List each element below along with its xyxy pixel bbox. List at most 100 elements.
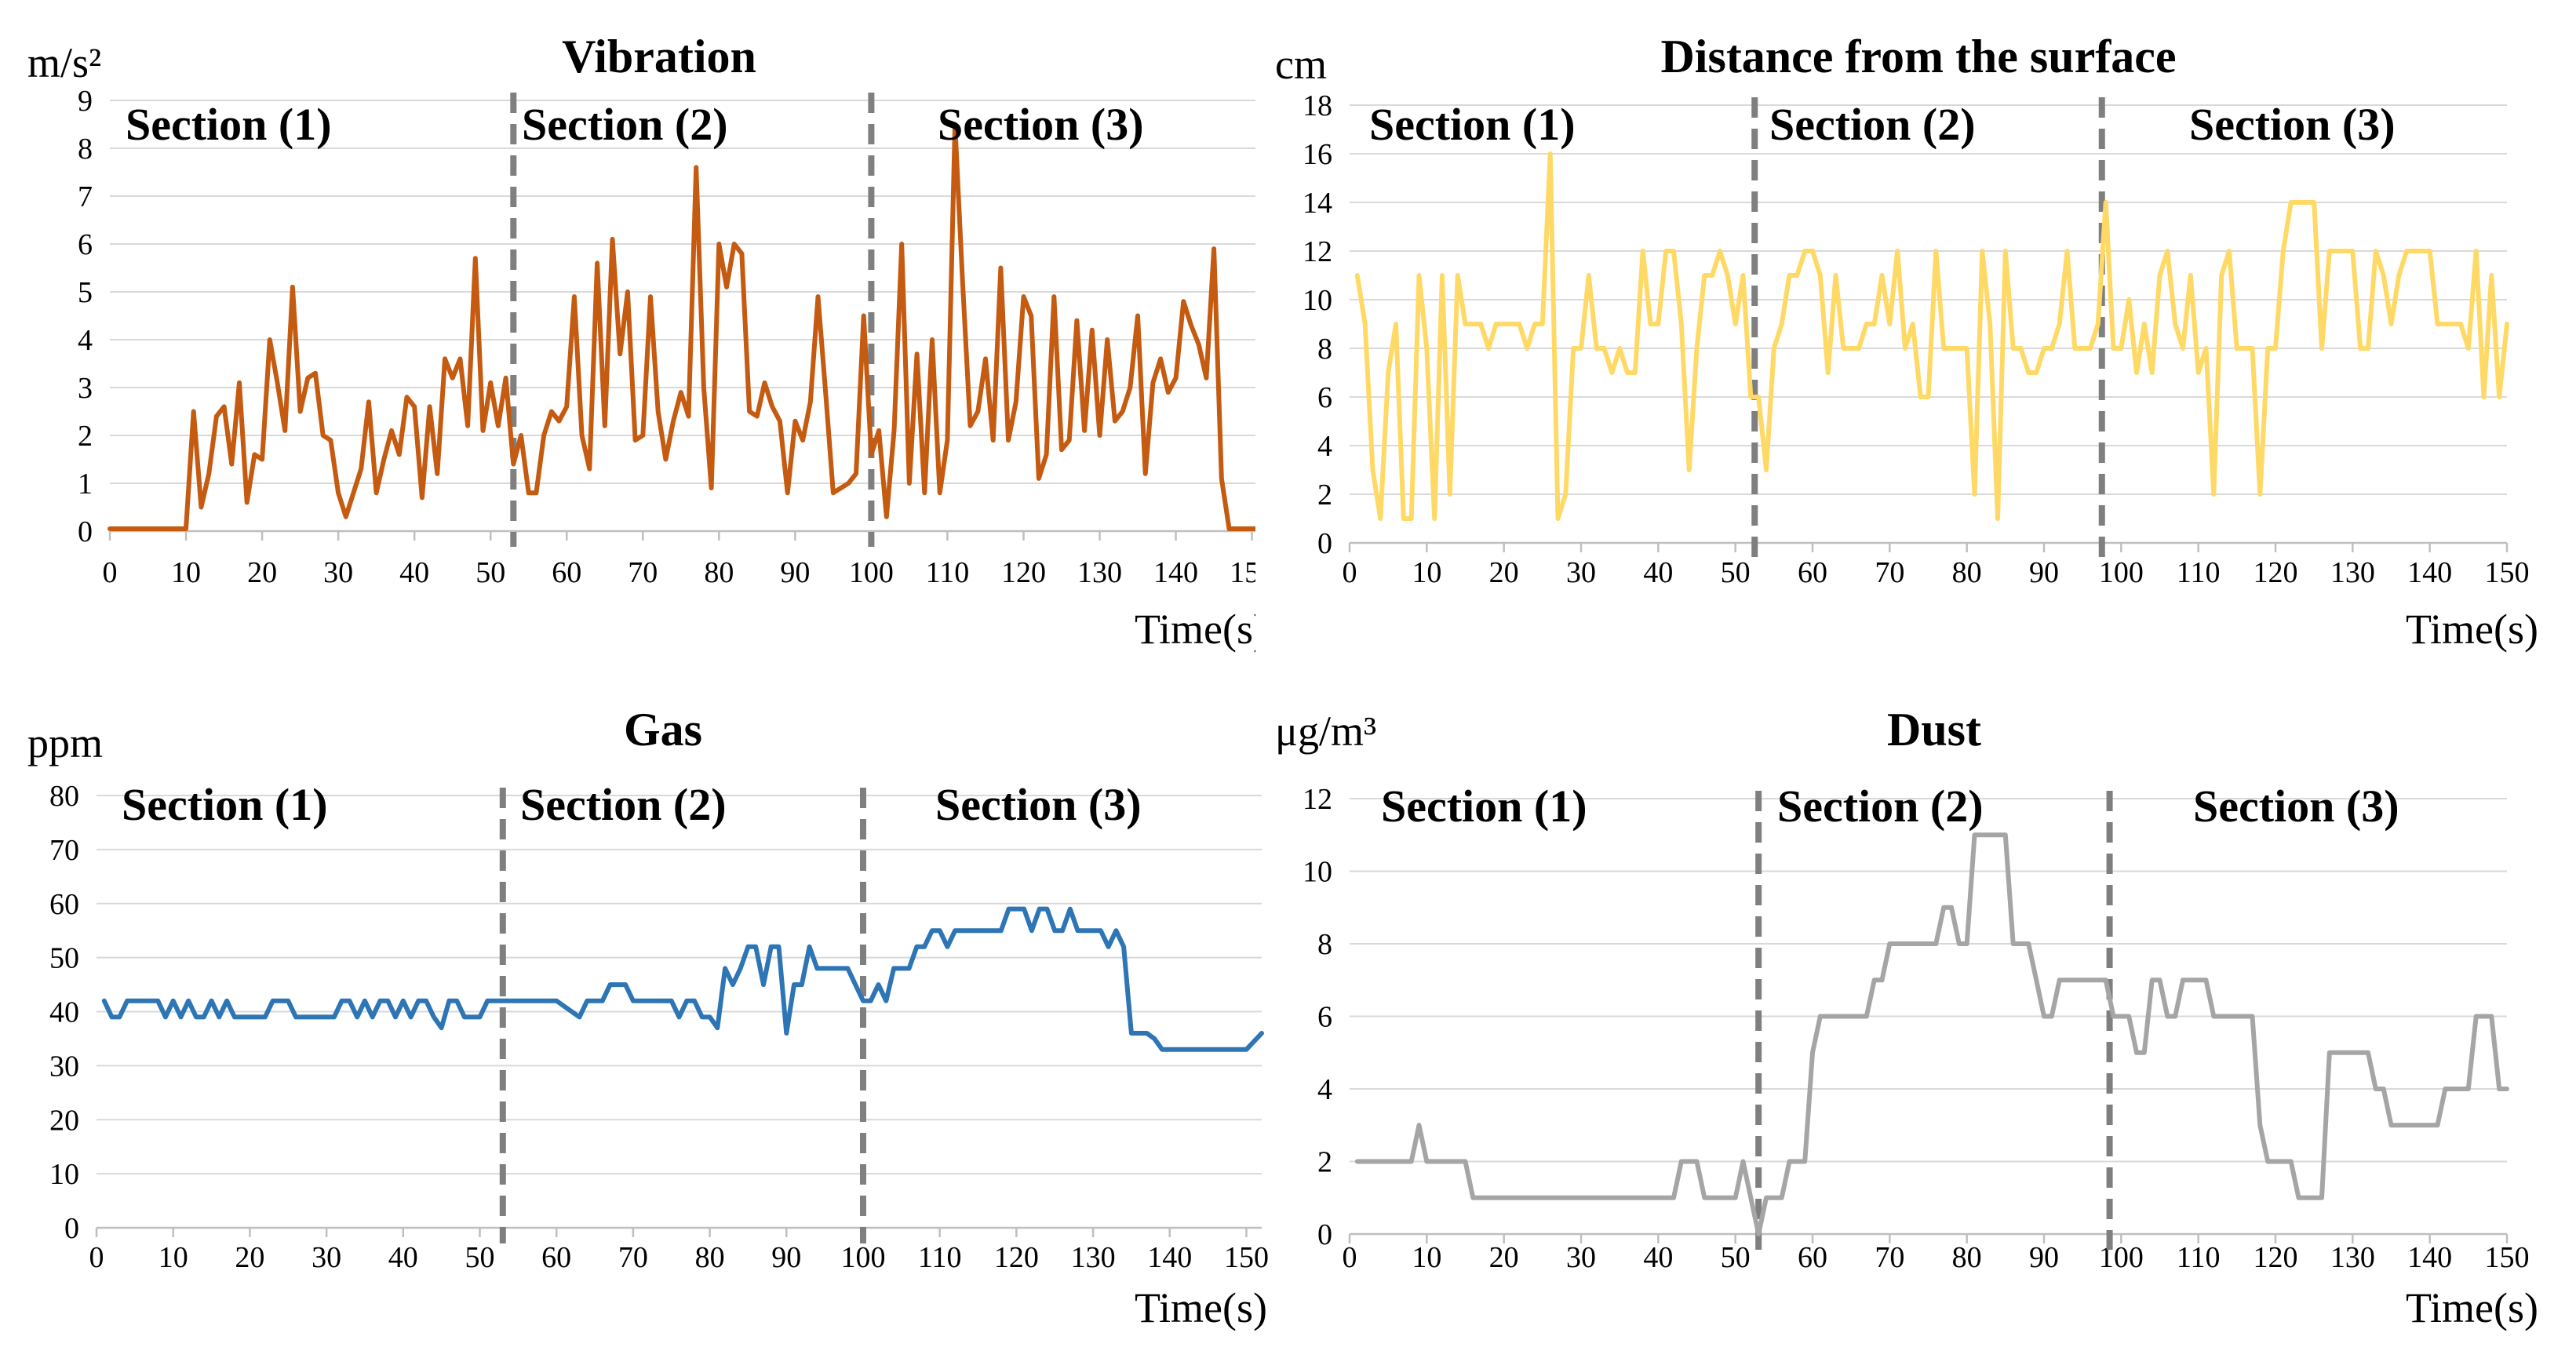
- gas-y-tick-label: 20: [49, 1104, 79, 1137]
- distance-from-the-surface-x-tick-label: 110: [2177, 556, 2221, 589]
- distance-from-the-surface-y-tick-label: 8: [1317, 333, 1332, 366]
- dust-x-tick-label: 70: [1875, 1241, 1904, 1274]
- dust-section-label-1: Section (1): [1381, 781, 1587, 832]
- dust-x-tick-label: 90: [2029, 1241, 2059, 1274]
- distance-from-the-surface-y-tick-label: 14: [1303, 187, 1332, 220]
- gas-x-tick-label: 10: [158, 1241, 188, 1274]
- distance-from-the-surface-x-tick-label: 60: [1798, 556, 1827, 589]
- dust-y-axis-unit: μg/m³: [1275, 708, 1376, 755]
- vibration-x-tick-label: 50: [475, 556, 505, 589]
- dust-y-tick-label: 4: [1317, 1073, 1332, 1106]
- vibration-x-tick-label: 130: [1077, 556, 1122, 589]
- vibration-x-tick-label: 140: [1153, 556, 1198, 589]
- distance-from-the-surface-x-axis-label: Time(s): [2406, 606, 2538, 653]
- gas-x-tick-label: 150: [1224, 1241, 1269, 1274]
- vibration-y-tick-label: 1: [78, 468, 93, 501]
- dust-series-line: [1354, 832, 2509, 1236]
- distance-from-the-surface-x-tick-label: 20: [1489, 556, 1519, 589]
- distance-from-the-surface-y-tick-label: 4: [1317, 430, 1332, 463]
- gas-y-tick-label: 50: [49, 942, 79, 975]
- distance-from-the-surface-x-tick-label: 80: [1952, 556, 1982, 589]
- vibration-chart-title: Vibration: [562, 31, 756, 82]
- dust-x-tick-label: 50: [1721, 1241, 1751, 1274]
- gas-y-tick-label: 40: [49, 996, 79, 1029]
- vibration-y-tick-label: 4: [78, 324, 93, 357]
- dust-y-tick-label: 6: [1317, 1001, 1332, 1034]
- distance-from-the-surface-x-tick-label: 40: [1643, 556, 1673, 589]
- distance-from-the-surface-x-tick-label: 70: [1875, 556, 1904, 589]
- gas-y-tick-label: 70: [49, 834, 79, 867]
- vibration-x-tick-label: 60: [552, 556, 581, 589]
- dust-y-tick-label: 10: [1303, 856, 1332, 889]
- gas-chart: 0 10 20 30 40 50 60 70 80 0 10 20 30 40 50 60 70 80 90 100 1…: [27, 704, 1269, 1331]
- distance-from-the-surface-x-tick-label: 10: [1412, 556, 1441, 589]
- distance-from-the-surface-x-tick-label: 30: [1566, 556, 1596, 589]
- gas-x-tick-label: 50: [465, 1241, 494, 1274]
- distance-from-the-surface-y-tick-label: 18: [1303, 89, 1332, 122]
- vibration-y-tick-label: 8: [78, 133, 93, 166]
- gas-x-tick-label: 110: [918, 1241, 962, 1274]
- gas-x-tick-label: 0: [89, 1241, 104, 1274]
- dust-x-tick-label: 60: [1798, 1241, 1827, 1274]
- vibration-x-tick-label: 90: [780, 556, 810, 589]
- vibration-section-label-3: Section (3): [938, 99, 1144, 150]
- vibration-section-label-1: Section (1): [126, 99, 332, 150]
- distance-from-the-surface-section-label-3: Section (3): [2189, 99, 2396, 150]
- distance-from-the-surface-y-tick-label: 16: [1303, 138, 1332, 171]
- vibration-y-tick-label: 6: [78, 228, 93, 261]
- dust-x-tick-label: 80: [1952, 1241, 1982, 1274]
- dust-section-label-2: Section (2): [1777, 781, 1984, 832]
- dust-x-tick-label: 100: [2099, 1241, 2144, 1274]
- distance-from-the-surface-x-tick-label: 90: [2029, 556, 2059, 589]
- dust-y-tick-label: 2: [1317, 1146, 1332, 1179]
- distance-from-the-surface-chart-title: Distance from the surface: [1660, 31, 2176, 82]
- dust-x-tick-label: 120: [2254, 1241, 2298, 1274]
- gas-section-label-3: Section (3): [935, 779, 1142, 830]
- gas-x-tick-label: 140: [1147, 1241, 1192, 1274]
- vibration-x-tick-label: 110: [926, 556, 970, 589]
- dust-y-tick-label: 8: [1317, 928, 1332, 961]
- vibration-x-tick-label: 80: [704, 556, 734, 589]
- dust-x-tick-label: 140: [2407, 1241, 2452, 1274]
- dust-x-tick-label: 20: [1489, 1241, 1519, 1274]
- vibration-y-tick-label: 5: [78, 276, 93, 309]
- dust-x-tick-label: 0: [1343, 1241, 1357, 1274]
- gas-x-axis-label: Time(s): [1135, 1284, 1267, 1331]
- vibration-y-tick-label: 9: [78, 85, 93, 118]
- distance-from-the-surface-y-tick-label: 2: [1317, 479, 1332, 512]
- gas-section-label-1: Section (1): [122, 779, 328, 830]
- gas-x-tick-label: 90: [771, 1241, 801, 1274]
- dust-x-tick-label: 30: [1566, 1241, 1596, 1274]
- distance-from-the-surface-x-tick-label: 130: [2330, 556, 2375, 589]
- distance-from-the-surface-x-tick-label: 140: [2407, 556, 2452, 589]
- dust-x-tick-label: 40: [1643, 1241, 1673, 1274]
- gas-x-tick-label: 100: [840, 1241, 885, 1274]
- gas-y-axis-unit: ppm: [27, 719, 103, 766]
- gas-x-tick-label: 60: [541, 1241, 571, 1274]
- distance-from-the-surface-section-label-2: Section (2): [1769, 99, 1976, 150]
- gas-x-tick-label: 80: [695, 1241, 725, 1274]
- distance-from-the-surface-y-axis-unit: cm: [1275, 41, 1327, 88]
- gas-y-tick-label: 80: [49, 780, 79, 813]
- vibration-x-tick-label: 150: [1230, 556, 1255, 589]
- distance-from-the-surface-section-label-1: Section (1): [1369, 99, 1576, 150]
- vibration-x-tick-label: 30: [323, 556, 353, 589]
- vibration-x-tick-label: 10: [171, 556, 201, 589]
- vibration-x-tick-label: 0: [103, 556, 118, 589]
- gas-series-line: [101, 906, 1264, 1052]
- gas-y-tick-label: 60: [49, 888, 79, 921]
- dust-y-tick-label: 0: [1317, 1218, 1332, 1251]
- gas-x-tick-label: 70: [618, 1241, 648, 1274]
- dust-x-tick-label: 10: [1412, 1241, 1441, 1274]
- gas-section-label-2: Section (2): [520, 779, 727, 830]
- dust-section-label-3: Section (3): [2193, 781, 2399, 832]
- dust-chart-title: Dust: [1887, 704, 1981, 755]
- dust-x-tick-label: 110: [2177, 1241, 2221, 1274]
- distance-from-the-surface-x-tick-label: 100: [2099, 556, 2144, 589]
- distance-from-the-surface-y-tick-label: 12: [1303, 235, 1332, 268]
- vibration-section-label-2: Section (2): [522, 99, 728, 150]
- distance-from-the-surface-x-tick-label: 150: [2485, 556, 2530, 589]
- vibration-y-axis-unit: m/s²: [27, 39, 101, 86]
- vibration-series-line: [107, 122, 1255, 531]
